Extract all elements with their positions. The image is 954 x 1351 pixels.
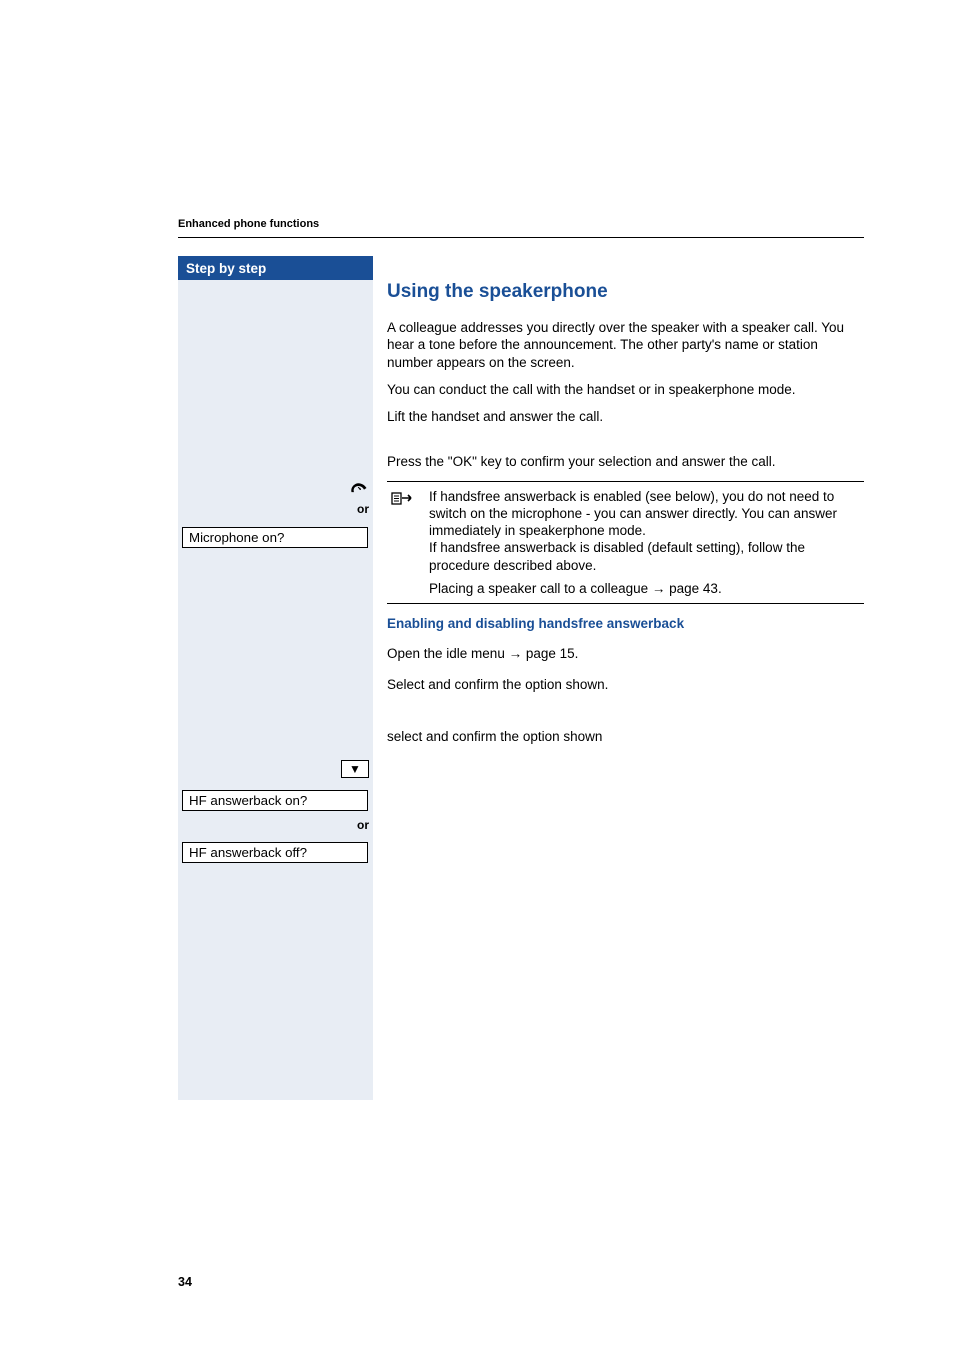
note-icon: [391, 488, 419, 511]
press-ok-text: Press the "OK" key to confirm your selec…: [387, 453, 864, 470]
side-or-2: or: [178, 818, 373, 832]
display-microphone: Microphone on?: [182, 527, 368, 548]
note-text-1: If handsfree answerback is enabled (see …: [429, 488, 860, 574]
heading-enable-disable: Enabling and disabling handsfree answerb…: [387, 616, 864, 631]
sidebar-title: Step by step: [178, 256, 373, 280]
side-display-microphone: Microphone on?: [178, 527, 373, 548]
page-number: 34: [178, 1275, 192, 1289]
select-confirm-1: Select and confirm the option shown.: [387, 676, 864, 693]
display-hf-on: HF answerback on?: [182, 790, 368, 811]
or-label: or: [357, 502, 369, 516]
header-section: Enhanced phone functions: [178, 218, 864, 230]
open-idle-suffix: page 15.: [522, 646, 578, 661]
sidebar-body: or Microphone on? ▼ HF answerback on? or: [178, 280, 373, 1100]
arrow-icon: →: [509, 646, 523, 661]
open-idle-text: Open the idle menu → page 15.: [387, 645, 864, 662]
side-display-hf-off: HF answerback off?: [178, 842, 373, 863]
note-text-2: Placing a speaker call to a colleague → …: [391, 580, 860, 597]
lift-handset-text: Lift the handset and answer the call.: [387, 408, 864, 425]
or-label: or: [357, 818, 369, 832]
side-key-row: ▼: [178, 760, 373, 778]
sidebar: Step by step or: [178, 256, 373, 1100]
handset-icon: [349, 480, 369, 499]
display-hf-off: HF answerback off?: [182, 842, 368, 863]
open-idle-prefix: Open the idle menu: [387, 646, 509, 661]
header-rule: [178, 237, 864, 238]
para-1: A colleague addresses you directly over …: [387, 319, 864, 371]
note-2-suffix: page 43.: [665, 581, 721, 596]
note-box: If handsfree answerback is enabled (see …: [387, 481, 864, 605]
para-2: You can conduct the call with the handse…: [387, 381, 864, 398]
side-display-hf-on: HF answerback on?: [178, 790, 373, 811]
down-key[interactable]: ▼: [341, 760, 369, 778]
main-content: Using the speakerphone A colleague addre…: [383, 256, 864, 1100]
side-or-1: or: [178, 502, 373, 516]
arrow-icon: →: [652, 581, 666, 596]
note-2-prefix: Placing a speaker call to a colleague: [429, 581, 652, 596]
heading-speakerphone: Using the speakerphone: [387, 281, 864, 303]
select-confirm-2: select and confirm the option shown: [387, 728, 864, 745]
side-handset-row: [178, 480, 373, 499]
